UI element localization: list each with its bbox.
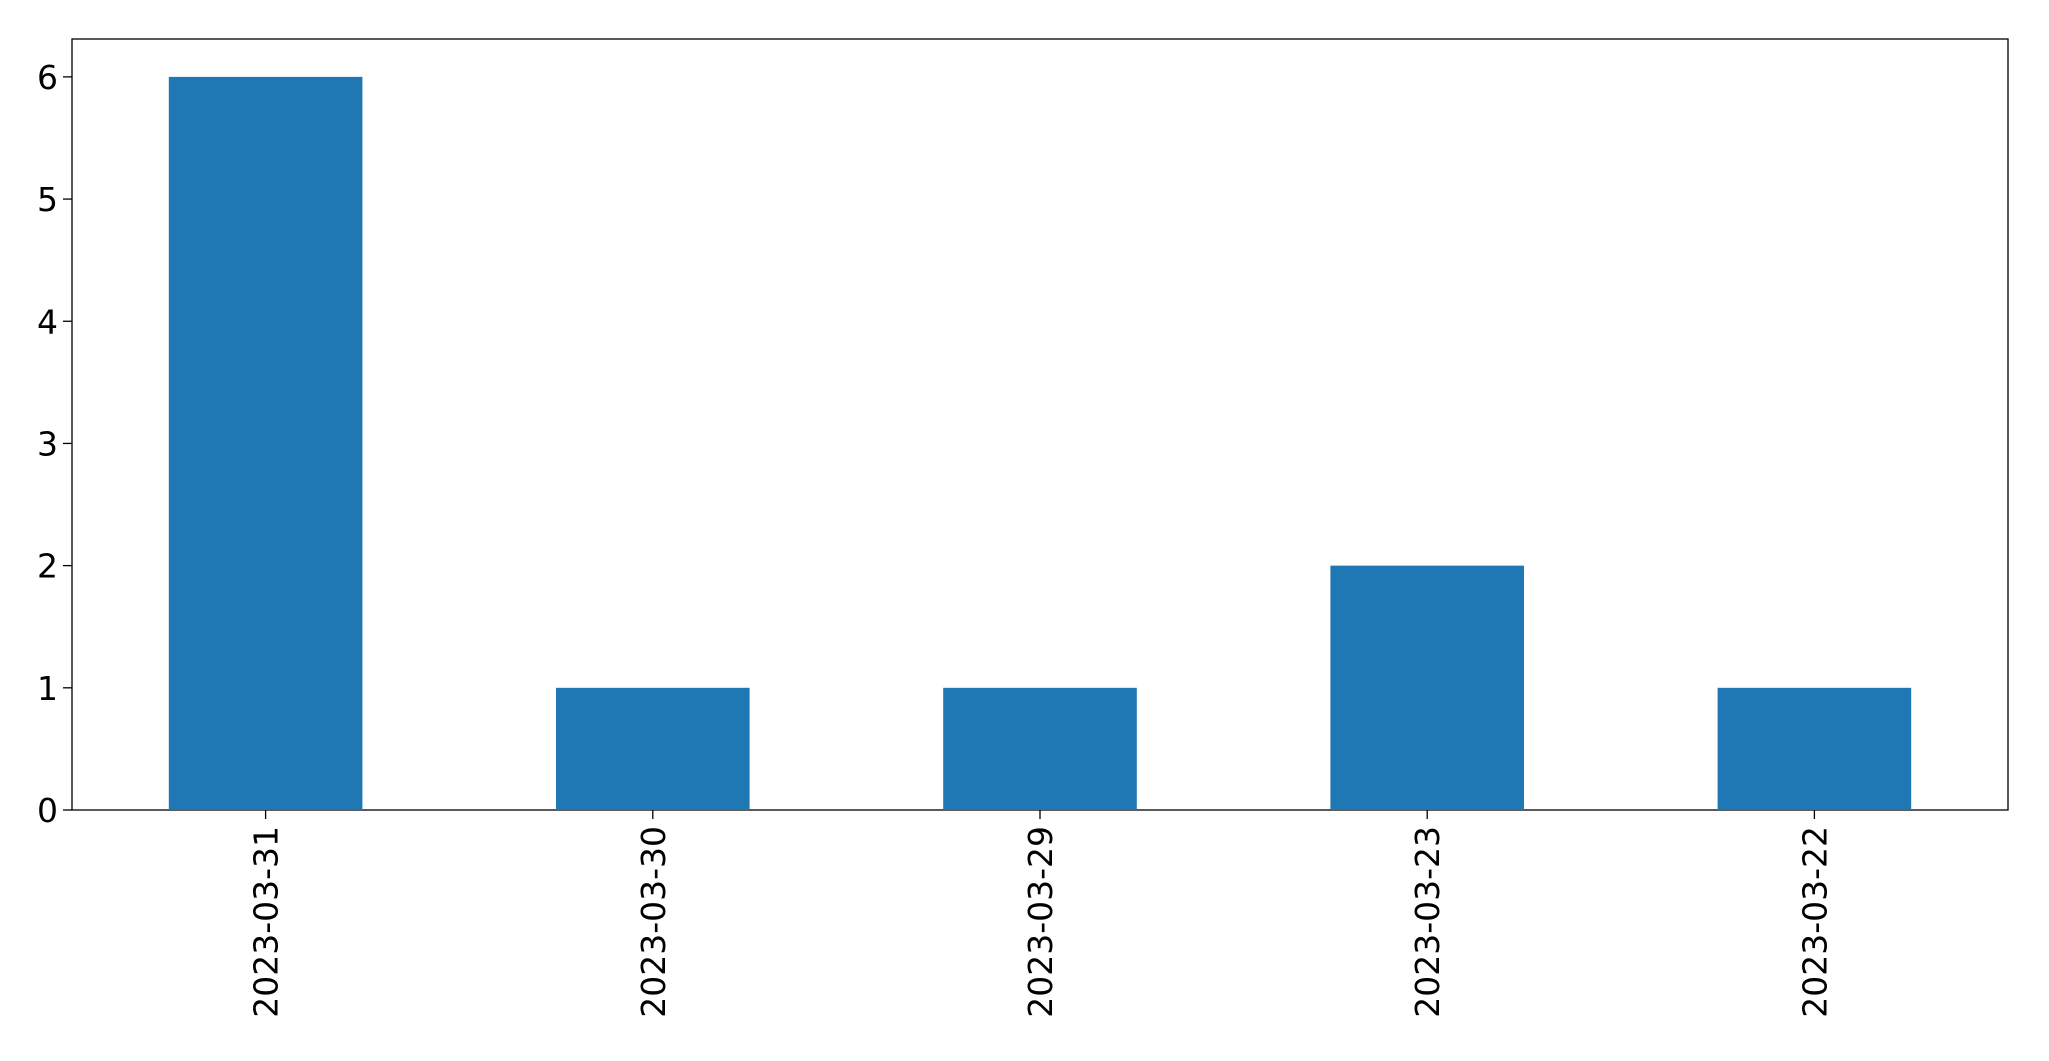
bar (168, 76, 363, 810)
bar (556, 687, 750, 810)
x-tick-label: 2023-03-29 (1021, 826, 1060, 1018)
x-tick-label: 2023-03-30 (634, 826, 673, 1018)
y-tick-label: 2 (37, 547, 58, 586)
bar (943, 687, 1137, 810)
x-tick-label: 2023-03-23 (1408, 826, 1447, 1018)
bar (1330, 565, 1524, 810)
y-tick-label: 1 (37, 669, 58, 708)
x-tick-label: 2023-03-22 (1795, 826, 1834, 1018)
y-tick-label: 0 (37, 791, 58, 830)
y-tick-label: 4 (37, 302, 58, 341)
x-tick-label: 2023-03-31 (247, 826, 286, 1018)
bar (1717, 687, 1912, 810)
y-tick-label: 5 (37, 180, 58, 219)
y-tick-label: 6 (37, 58, 58, 97)
y-tick-label: 3 (37, 424, 58, 463)
